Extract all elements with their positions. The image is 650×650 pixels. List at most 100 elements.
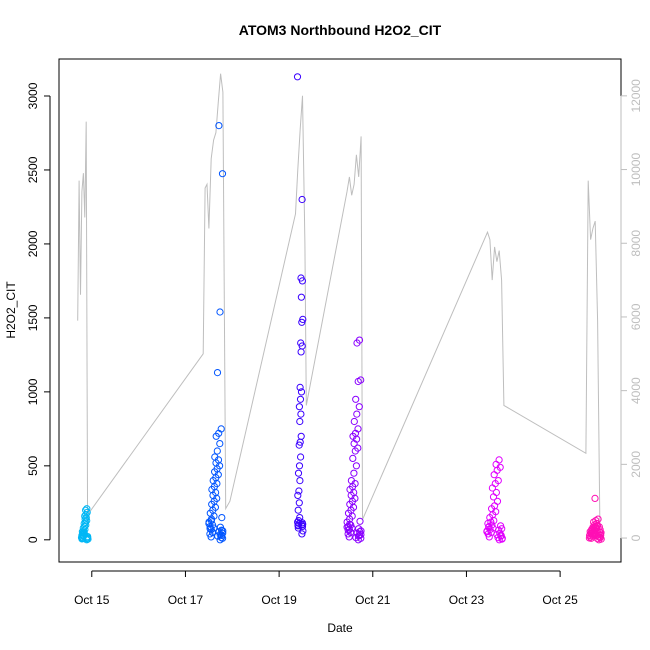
data-point-flight-4 <box>356 517 364 525</box>
data-point-flight-3 <box>297 388 306 396</box>
data-point-flight-4 <box>353 410 361 418</box>
data-point-flight-6 <box>594 515 602 523</box>
data-point-flight-3 <box>295 487 303 495</box>
data-point-flight-2 <box>216 523 224 531</box>
data-point-flight-3 <box>293 73 302 81</box>
x-tick-label: Oct 17 <box>168 593 204 607</box>
data-point-flight-3 <box>297 339 305 347</box>
data-point-flight-5 <box>497 522 505 530</box>
x-tick-label: Oct 15 <box>74 593 110 607</box>
data-point-flight-6 <box>587 530 595 538</box>
x-axis: Oct 15 Oct 17 Oct 19 Oct 21 Oct 23 Oct 25 <box>74 570 578 607</box>
y-axis-right: 0 2000 4000 6000 8000 10000 12000 <box>620 79 643 541</box>
data-point-flight-6 <box>596 528 604 536</box>
data-point-flight-4 <box>349 454 357 462</box>
plot-frame <box>58 58 622 563</box>
data-point-flight-3 <box>298 519 306 527</box>
y-tick-label-left: 500 <box>26 456 40 476</box>
data-point-flight-3 <box>299 315 307 323</box>
data-point-flight-5 <box>493 497 502 505</box>
y-tick-label-right: 8000 <box>629 230 643 257</box>
data-point-flight-4 <box>356 528 364 536</box>
data-point-flight-1 <box>78 535 86 543</box>
data-point-flight-1 <box>82 514 90 522</box>
data-point-flight-4 <box>346 520 354 528</box>
y-tick-label-left: 3000 <box>26 82 40 109</box>
data-point-flight-3 <box>294 469 303 477</box>
y-tick-label-right: 10000 <box>629 153 643 187</box>
y-tick-label-left: 1500 <box>26 304 40 331</box>
data-point-flight-5 <box>496 529 504 537</box>
data-point-flight-4 <box>345 533 353 541</box>
x-tick-label: Oct 21 <box>355 593 391 607</box>
data-point-flight-2 <box>215 122 223 130</box>
data-point-flight-4 <box>347 477 355 485</box>
x-tick-label: Oct 23 <box>449 593 485 607</box>
data-point-flight-3 <box>297 453 305 461</box>
gray-series-line <box>77 73 601 528</box>
data-point-flight-1 <box>83 508 91 517</box>
data-point-flight-3 <box>296 417 304 426</box>
data-point-flight-1 <box>83 534 91 542</box>
y-axis-label: H2O2_CIT <box>4 281 18 339</box>
data-point-flight-2 <box>206 525 214 533</box>
y-tick-label-right: 12000 <box>629 79 643 113</box>
y-tick-label-right: 0 <box>629 534 643 541</box>
y-tick-label-left: 2000 <box>26 230 40 257</box>
data-point-flight-3 <box>298 195 306 204</box>
data-point-flight-3 <box>297 432 305 440</box>
data-point-flight-1 <box>81 515 89 523</box>
data-point-flight-3 <box>298 530 306 538</box>
data-point-flight-3 <box>297 274 305 282</box>
data-point-flight-3 <box>296 395 305 403</box>
y-tick-label-left: 2500 <box>26 156 40 183</box>
data-point-flight-5 <box>490 471 498 479</box>
x-tick-label: Oct 19 <box>261 593 297 607</box>
y-tick-label-right: 4000 <box>629 377 643 404</box>
data-point-flight-3 <box>297 293 305 301</box>
data-point-flight-3 <box>297 348 305 356</box>
data-point-flight-4 <box>352 395 360 403</box>
data-point-flight-2 <box>213 369 222 377</box>
data-point-flight-3 <box>296 383 304 391</box>
data-point-flight-4 <box>350 469 358 477</box>
point-series-layer <box>77 73 605 544</box>
y-axis-left: 0 500 1000 1500 2000 2500 3000 <box>26 82 51 543</box>
chart-title: ATOM3 Northbound H2O2_CIT <box>239 22 442 38</box>
data-point-flight-2 <box>213 447 221 455</box>
data-point-flight-1 <box>82 506 90 514</box>
data-point-flight-6 <box>585 534 594 542</box>
data-point-flight-4 <box>355 525 363 533</box>
data-point-flight-4 <box>352 462 360 470</box>
data-point-flight-2 <box>207 517 215 525</box>
data-point-flight-3 <box>294 491 302 499</box>
data-point-flight-4 <box>356 531 364 540</box>
data-point-flight-1 <box>82 535 91 543</box>
data-point-flight-4 <box>355 336 364 344</box>
data-point-flight-4 <box>354 444 362 452</box>
data-point-flight-3 <box>295 403 303 411</box>
data-point-flight-3 <box>296 477 304 485</box>
data-point-flight-4 <box>354 425 362 433</box>
data-point-flight-2 <box>216 308 224 316</box>
y-tick-label-left: 1000 <box>26 378 40 405</box>
data-point-flight-5 <box>494 477 502 485</box>
y-tick-label-right: 2000 <box>629 451 643 478</box>
data-point-flight-2 <box>217 425 225 433</box>
data-point-flight-2 <box>219 529 227 537</box>
data-point-flight-3 <box>295 499 303 507</box>
data-point-flight-2 <box>216 440 224 448</box>
data-point-flight-6 <box>591 494 599 502</box>
x-axis-label: Date <box>327 621 353 635</box>
data-point-flight-2 <box>211 453 219 461</box>
data-point-flight-4 <box>350 417 358 426</box>
data-point-flight-6 <box>597 531 605 539</box>
x-tick-label: Oct 25 <box>542 593 578 607</box>
data-point-flight-4 <box>357 376 365 384</box>
data-point-flight-3 <box>295 462 304 470</box>
data-point-flight-2 <box>218 514 226 522</box>
data-point-flight-5 <box>492 488 500 497</box>
data-point-flight-3 <box>294 506 302 514</box>
data-point-flight-6 <box>595 523 603 531</box>
